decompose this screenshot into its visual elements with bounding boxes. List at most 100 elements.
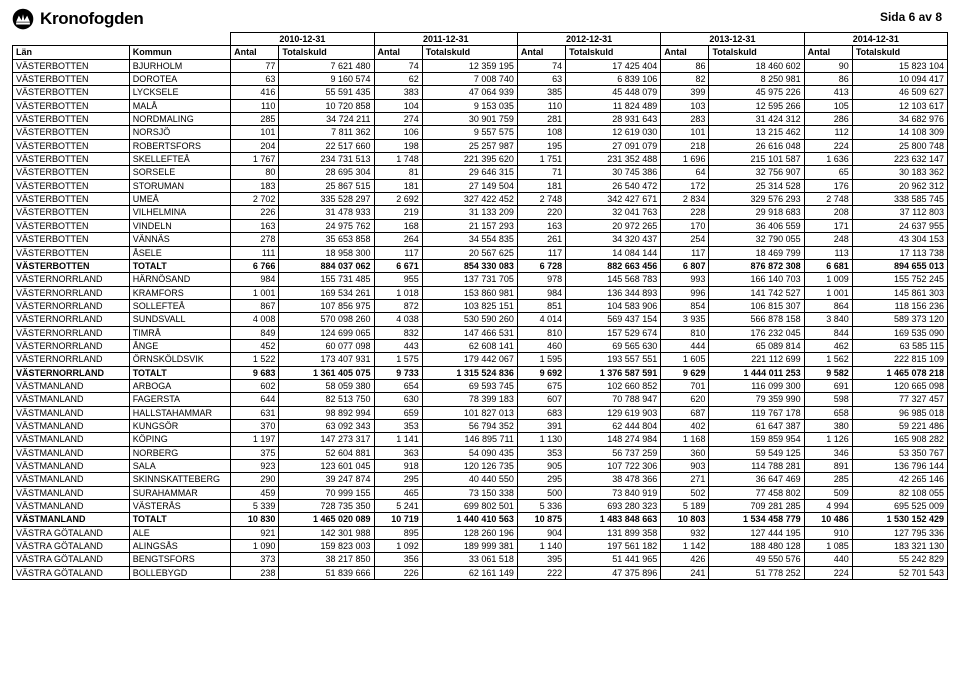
cell-totalskuld: 159 823 003 xyxy=(279,540,374,553)
cell-kommun: ALE xyxy=(129,526,230,539)
cell-totalskuld: 107 722 306 xyxy=(566,460,661,473)
cell-totalskuld: 12 595 266 xyxy=(709,99,804,112)
cell-antal: 385 xyxy=(517,86,565,99)
cell-lan: VÄSTMANLAND xyxy=(13,419,130,432)
cell-antal: 363 xyxy=(374,446,422,459)
cell-antal: 353 xyxy=(374,419,422,432)
cell-totalskuld: 223 632 147 xyxy=(852,153,947,166)
cell-antal: 1 595 xyxy=(517,353,565,366)
cell-totalskuld: 141 742 527 xyxy=(709,286,804,299)
cell-totalskuld: 20 962 312 xyxy=(852,179,947,192)
cell-totalskuld: 30 183 362 xyxy=(852,166,947,179)
cell-antal: 183 xyxy=(231,179,279,192)
cell-totalskuld: 231 352 488 xyxy=(566,153,661,166)
cell-antal: 4 994 xyxy=(804,500,852,513)
cell-antal: 103 xyxy=(661,99,709,112)
cell-totalskuld: 34 724 211 xyxy=(279,113,374,126)
cell-totalskuld: 6 839 106 xyxy=(566,73,661,86)
year-3: 2013-12-31 xyxy=(661,33,804,46)
table-row: VÄSTMANLANDARBOGA60258 059 38065469 593 … xyxy=(13,379,948,392)
cell-totalskuld: 52 604 881 xyxy=(279,446,374,459)
cell-antal: 281 xyxy=(517,113,565,126)
year-2: 2012-12-31 xyxy=(517,33,660,46)
cell-antal: 110 xyxy=(231,99,279,112)
cell-antal: 181 xyxy=(517,179,565,192)
cell-antal: 903 xyxy=(661,460,709,473)
cell-totalskuld: 884 037 062 xyxy=(279,259,374,272)
cell-antal: 1 018 xyxy=(374,286,422,299)
cell-antal: 112 xyxy=(804,126,852,139)
cell-antal: 181 xyxy=(374,179,422,192)
cell-totalskuld: 146 895 711 xyxy=(422,433,517,446)
cell-totalskuld: 136 344 893 xyxy=(566,286,661,299)
cell-antal: 264 xyxy=(374,233,422,246)
cell-antal: 63 xyxy=(231,73,279,86)
cell-kommun: NORDMALING xyxy=(129,113,230,126)
cell-antal: 3 840 xyxy=(804,313,852,326)
cell-antal: 918 xyxy=(374,460,422,473)
cell-totalskuld: 17 425 404 xyxy=(566,59,661,72)
cell-totalskuld: 221 112 699 xyxy=(709,353,804,366)
cell-totalskuld: 222 815 109 xyxy=(852,353,947,366)
cell-totalskuld: 120 126 735 xyxy=(422,460,517,473)
cell-totalskuld: 51 778 252 xyxy=(709,566,804,579)
cell-totalskuld: 183 321 130 xyxy=(852,540,947,553)
cell-antal: 101 xyxy=(661,126,709,139)
brand-name: Kronofogden xyxy=(40,9,143,29)
cell-antal: 1 605 xyxy=(661,353,709,366)
cell-lan: VÄSTERNORRLAND xyxy=(13,353,130,366)
cell-antal: 110 xyxy=(517,99,565,112)
cell-totalskuld: 1 440 410 563 xyxy=(422,513,517,526)
cell-totalskuld: 77 458 802 xyxy=(709,486,804,499)
table-row: VÄSTMANLANDHALLSTAHAMMAR63198 892 994659… xyxy=(13,406,948,419)
cell-totalskuld: 342 427 671 xyxy=(566,193,661,206)
col-total-3: Totalskuld xyxy=(709,46,804,59)
col-kommun: Kommun xyxy=(129,46,230,59)
cell-kommun: ALINGSÅS xyxy=(129,540,230,553)
cell-antal: 1 168 xyxy=(661,433,709,446)
cell-antal: 2 748 xyxy=(804,193,852,206)
cell-antal: 395 xyxy=(517,553,565,566)
cell-totalskuld: 70 999 155 xyxy=(279,486,374,499)
table-row: VÄSTERNORRLANDSUNDSVALL4 008570 098 2604… xyxy=(13,313,948,326)
table-row: VÄSTERBOTTENVILHELMINA22631 478 93321931… xyxy=(13,206,948,219)
cell-antal: 10 719 xyxy=(374,513,422,526)
cell-totalskuld: 46 509 627 xyxy=(852,86,947,99)
cell-lan: VÄSTERBOTTEN xyxy=(13,166,130,179)
cell-lan: VÄSTERBOTTEN xyxy=(13,246,130,259)
cell-antal: 86 xyxy=(661,59,709,72)
cell-antal: 226 xyxy=(231,206,279,219)
cell-totalskuld: 147 466 531 xyxy=(422,326,517,339)
cell-totalskuld: 1 465 020 089 xyxy=(279,513,374,526)
cell-kommun: FAGERSTA xyxy=(129,393,230,406)
cell-antal: 113 xyxy=(804,246,852,259)
cell-antal: 172 xyxy=(661,179,709,192)
cell-lan: VÄSTERNORRLAND xyxy=(13,299,130,312)
column-header-row: Län Kommun Antal Totalskuld Antal Totals… xyxy=(13,46,948,59)
cell-totalskuld: 55 242 829 xyxy=(852,553,947,566)
cell-antal: 226 xyxy=(374,566,422,579)
cell-totalskuld: 82 108 055 xyxy=(852,486,947,499)
cell-lan: VÄSTMANLAND xyxy=(13,406,130,419)
cell-antal: 413 xyxy=(804,86,852,99)
cell-lan: VÄSTERBOTTEN xyxy=(13,86,130,99)
cell-antal: 500 xyxy=(517,486,565,499)
cell-totalskuld: 29 918 683 xyxy=(709,206,804,219)
table-row: VÄSTERNORRLANDHÄRNÖSAND984155 731 485955… xyxy=(13,273,948,286)
cell-antal: 891 xyxy=(804,460,852,473)
cell-antal: 353 xyxy=(517,446,565,459)
cell-antal: 5 336 xyxy=(517,500,565,513)
cell-antal: 849 xyxy=(231,326,279,339)
cell-totalskuld: 32 041 763 xyxy=(566,206,661,219)
cell-kommun: SKELLEFTEÅ xyxy=(129,153,230,166)
cell-totalskuld: 699 802 501 xyxy=(422,500,517,513)
table-row: VÄSTMANLANDSKINNSKATTEBERG29039 247 8742… xyxy=(13,473,948,486)
table-row: VÄSTMANLANDKÖPING1 197147 273 3171 14114… xyxy=(13,433,948,446)
table-row: VÄSTMANLANDSALA923123 601 045918120 126 … xyxy=(13,460,948,473)
cell-totalskuld: 63 585 115 xyxy=(852,339,947,352)
cell-lan: VÄSTERBOTTEN xyxy=(13,153,130,166)
table-row: VÄSTERBOTTENSTORUMAN18325 867 51518127 1… xyxy=(13,179,948,192)
cell-antal: 271 xyxy=(661,473,709,486)
cell-totalskuld: 34 554 835 xyxy=(422,233,517,246)
cell-totalskuld: 215 101 587 xyxy=(709,153,804,166)
